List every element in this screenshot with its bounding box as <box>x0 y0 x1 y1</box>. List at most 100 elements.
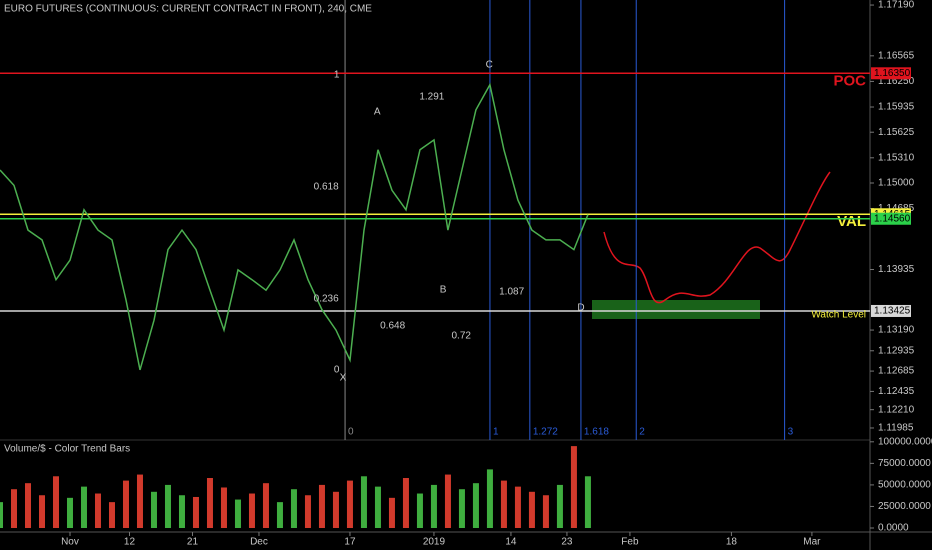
volume-bar <box>248 493 255 528</box>
pattern-label: D <box>577 303 584 314</box>
y-tick-label: 1.13190 <box>878 325 915 336</box>
volume-bar <box>360 476 367 528</box>
pattern-label: 1.087 <box>499 287 524 298</box>
pattern-label: 0.72 <box>452 331 472 342</box>
volume-bar <box>318 484 325 528</box>
level-value-label: 1.13425 <box>874 306 911 317</box>
volume-y-tick-label: 75000.0000 <box>878 458 931 469</box>
volume-y-tick-label: 50000.0000 <box>878 480 931 491</box>
level-tag <box>871 67 911 80</box>
y-tick-label: 1.15625 <box>878 127 915 138</box>
volume-title: Volume/$ - Color Trend Bars <box>4 444 130 455</box>
volume-bar <box>150 491 157 528</box>
y-tick-label: 1.16250 <box>878 76 915 87</box>
fib-time-label: 2 <box>639 427 645 438</box>
level-name: VAL <box>837 213 866 230</box>
volume-bar <box>0 502 3 528</box>
pattern-label: X <box>340 373 347 384</box>
level-value-label: 1.16350 <box>874 68 911 79</box>
pattern-label: 0.618 <box>314 182 339 193</box>
y-tick-label: 1.12935 <box>878 345 915 356</box>
projection-path <box>603 171 831 304</box>
pattern-label: 0.648 <box>380 321 405 332</box>
volume-bar <box>108 502 115 528</box>
volume-bar <box>458 489 465 528</box>
level-tag <box>871 304 911 317</box>
volume-bar <box>192 496 199 528</box>
pattern-label: B <box>440 285 447 296</box>
x-tick-label: 14 <box>505 537 517 548</box>
volume-y-tick-label: 100000.0000 <box>878 436 932 447</box>
volume-bar <box>276 502 283 528</box>
x-tick-label: Mar <box>803 537 821 548</box>
volume-bar <box>52 476 59 528</box>
pattern-label: 0.236 <box>314 294 339 305</box>
level-name: POC <box>833 72 866 89</box>
y-tick-label: 1.15310 <box>878 152 915 163</box>
level-name: Watch Level <box>811 310 866 321</box>
level-value-label: 1.14560 <box>874 213 911 224</box>
x-tick-label: 23 <box>561 537 573 548</box>
volume-bar <box>80 486 87 528</box>
x-tick-label: 21 <box>187 537 199 548</box>
volume-bar <box>304 495 311 528</box>
volume-bar <box>570 446 577 528</box>
volume-bar <box>486 469 493 528</box>
fib-time-label: 3 <box>788 427 794 438</box>
fib-time-label: 0 <box>348 427 354 438</box>
volume-bar <box>556 484 563 528</box>
y-tick-label: 1.12435 <box>878 386 915 397</box>
y-tick-label: 1.17190 <box>878 0 915 11</box>
volume-bar <box>332 491 339 528</box>
volume-bar <box>164 484 171 528</box>
price-line <box>0 82 589 371</box>
y-tick-label: 1.11985 <box>878 423 914 434</box>
volume-bar <box>472 483 479 528</box>
chart-title: EURO FUTURES (CONTINUOUS: CURRENT CONTRA… <box>4 4 372 15</box>
x-tick-label: 18 <box>726 537 738 548</box>
volume-bar <box>122 480 129 528</box>
pattern-label: A <box>374 107 381 118</box>
volume-bar <box>220 487 227 528</box>
y-tick-label: 1.16565 <box>878 50 915 61</box>
x-tick-label: Dec <box>250 537 268 548</box>
volume-bar <box>542 495 549 528</box>
volume-bar <box>374 486 381 528</box>
volume-bar <box>66 497 73 528</box>
volume-bar <box>24 483 31 528</box>
x-tick-label: Nov <box>61 537 79 548</box>
volume-bar <box>514 486 521 528</box>
fib-time-label: 1.272 <box>533 427 558 438</box>
y-tick-label: 1.12210 <box>878 404 915 415</box>
volume-bar <box>388 497 395 528</box>
fib-time-label: 1 <box>493 427 499 438</box>
pattern-label: 1 <box>334 70 340 81</box>
volume-y-tick-label: 25000.0000 <box>878 501 931 512</box>
y-tick-label: 1.12685 <box>878 366 915 377</box>
volume-bar <box>290 489 297 528</box>
volume-bar <box>206 478 213 528</box>
volume-bar <box>500 480 507 528</box>
volume-bar <box>38 495 45 528</box>
volume-bar <box>444 474 451 528</box>
volume-y-tick-label: 0.0000 <box>878 523 909 534</box>
volume-bar <box>10 489 17 528</box>
volume-bar <box>234 499 241 528</box>
x-tick-label: 2019 <box>423 537 446 548</box>
volume-bar <box>528 491 535 528</box>
watch-zone <box>592 300 760 319</box>
y-tick-label: 1.15935 <box>878 102 915 113</box>
volume-bar <box>430 484 437 528</box>
pattern-label: C <box>486 60 493 71</box>
pattern-label: 1.291 <box>419 92 444 103</box>
pattern-label: 0 <box>334 365 340 376</box>
volume-bar <box>136 474 143 528</box>
volume-bar <box>584 476 591 528</box>
volume-bar <box>262 483 269 528</box>
volume-bar <box>402 478 409 528</box>
x-tick-label: 17 <box>344 537 356 548</box>
x-tick-label: 12 <box>124 537 136 548</box>
fib-time-label: 1.618 <box>584 427 609 438</box>
